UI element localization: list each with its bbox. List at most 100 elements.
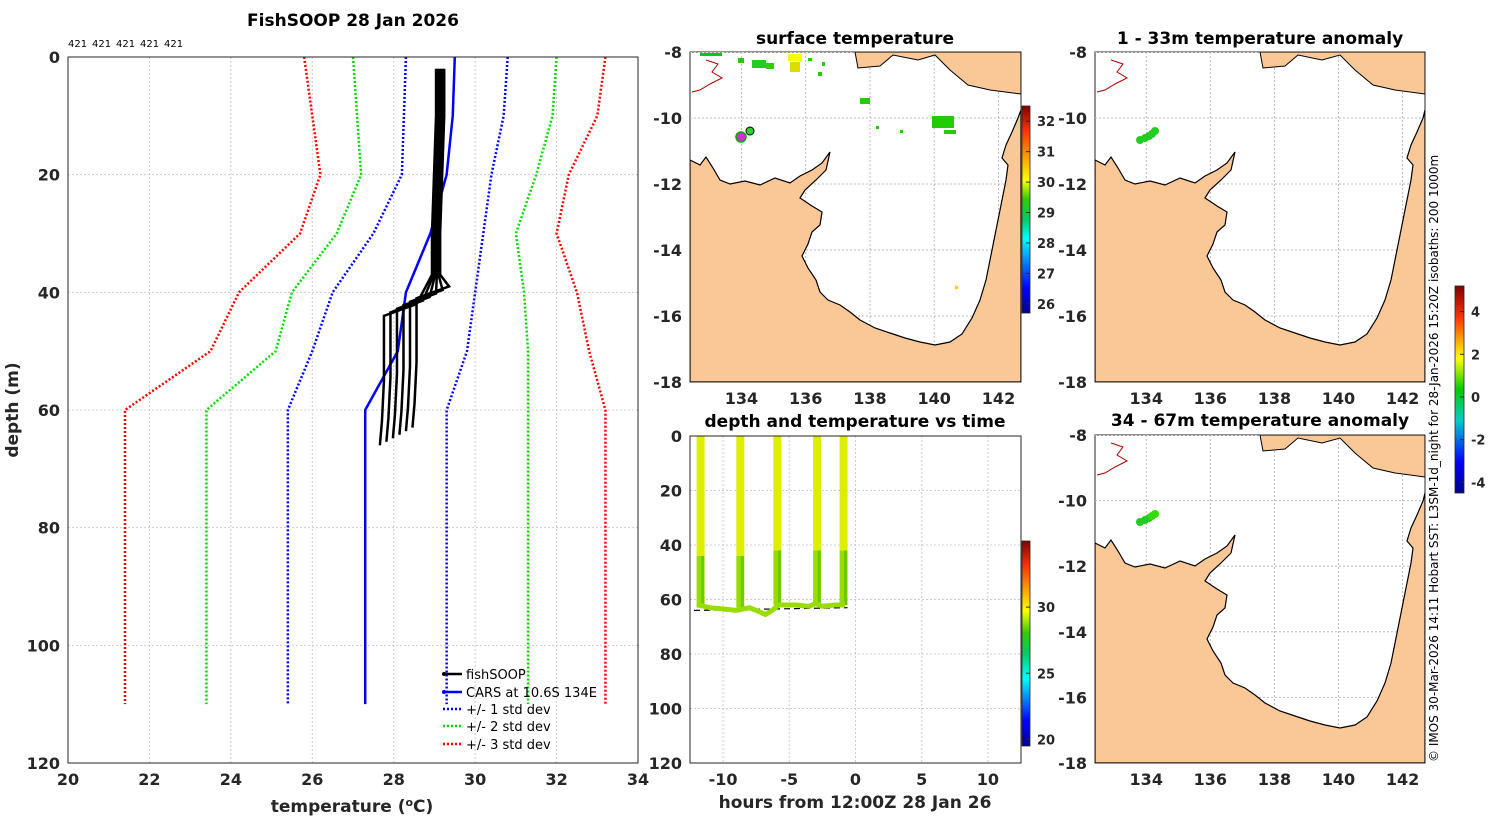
timeplot-colorbar: 30 25 20 [1021,540,1055,748]
legend-fishsoop: fishSOOP [466,668,526,683]
map-lon-label: 136 [789,389,822,408]
time-colorbar-label: 25 [1037,667,1055,682]
std-dev-line [514,56,558,705]
std-dev-line [555,56,607,705]
time-xtick-label: 10 [977,770,999,789]
drop-id-2: 421 [92,39,111,50]
std-dev-line [205,56,363,705]
fishsoop-profile-line [391,68,441,439]
anom1-title: 1 - 33m temperature anomaly [1117,29,1403,49]
map-lon-label: 140 [918,389,951,408]
surface-temperature-map: surface temperature [653,29,1055,408]
time-colorbar-label: 20 [1037,733,1055,748]
time-ytick-label: 120 [649,754,682,773]
drop-id-5: 421 [164,39,183,50]
legend-3std: +/- 3 std dev [466,738,551,753]
map-lon-label: 134 [1130,389,1163,408]
anom2-australia-land [1095,492,1425,763]
sst-pixels [700,53,958,289]
sst-colorbar-label: 32 [1037,115,1055,130]
legend-1std: +/- 1 std dev [466,703,551,718]
map-lat-label: -8 [664,43,682,62]
profile-ticks: 20 22 24 26 28 30 32 34 0 20 40 60 80 100 120 [27,48,650,789]
anom1-red-isobath [1096,59,1129,93]
profile-xtick-label: 26 [301,770,323,789]
profile-title: FishSOOP 28 Jan 2026 [247,11,459,31]
map-lon-label: 140 [1322,389,1355,408]
profile-ylabel: depth (m) [3,362,23,457]
anom1-australia-land [1095,109,1425,382]
anomaly-colorbar: 4 2 0 -2 -4 [1454,285,1485,494]
map-lon-label: 136 [1194,389,1227,408]
map-lon-label: 138 [1258,389,1291,408]
anomaly-map-2: 34 - 67m temperature anomaly 134 136 138 14… [1058,411,1426,789]
anom2-map-ticks: 134 136 138 140 142 -8 -10 -12 -14 -16 -18 [1058,426,1419,789]
time-ytick-label: 80 [660,645,682,664]
map-lon-label: 138 [1258,770,1291,789]
profile-series [123,56,607,705]
profile-plot: FishSOOP 28 Jan 2026 421 421 421 421 421… [3,11,649,817]
map-lat-label: -14 [653,241,682,260]
profile-xtick-label: 32 [545,770,567,789]
time-xtick-label: -5 [780,770,798,789]
profile-xtick-label: 34 [627,770,649,789]
anom-colorbar-label: -4 [1471,476,1485,491]
anom-colorbar-label: -2 [1471,434,1485,449]
timeplot-grid [690,436,1021,763]
drop-id-1: 421 [68,39,87,50]
bottom-track [697,600,845,618]
std-dev-line [445,56,509,705]
map-lat-label: -12 [1058,557,1087,576]
fishsoop-position-marker [735,131,747,143]
map-lon-label: 136 [1194,770,1227,789]
fishsoop-profile-line [411,68,452,428]
time-ytick-label: 20 [660,482,682,501]
legend-cars: CARS at 10.6S 134E [466,686,597,701]
anom2-red-isobath [1096,442,1129,476]
profile-ytick-label: 120 [27,754,60,773]
sst-colorbar-label: 28 [1037,237,1055,252]
anom2-cast-markers [1136,510,1159,526]
profile-ytick-label: 20 [38,166,60,185]
surface-map-ticks: 134 136 138 140 142 -8 -10 -12 -14 -16 -18 [653,43,1015,408]
australia-land [690,109,1021,382]
profile-ytick-label: 60 [38,401,60,420]
time-xtick-label: -10 [709,770,738,789]
profile-ytick-label: 100 [27,636,60,655]
sst-colorbar-label: 31 [1037,146,1055,161]
profile-xtick-label: 28 [383,770,405,789]
timeplot-axes-box [689,435,1022,764]
time-ytick-label: 0 [671,427,682,446]
map-lon-label: 142 [982,389,1015,408]
legend-2std: +/- 2 std dev [466,720,551,735]
sst-colorbar-label: 30 [1037,176,1055,191]
anom1-map-ticks: 134 136 138 140 142 -8 -10 -12 -14 -16 -18 [1058,43,1419,408]
fishsoop-start-marker [745,126,755,136]
map-lat-label: -10 [653,109,682,128]
profile-ytick-label: 80 [38,519,60,538]
timeplot-series [693,436,848,618]
map-lat-label: -10 [1058,492,1087,511]
anom2-title: 34 - 67m temperature anomaly [1111,411,1409,431]
profile-grid [68,57,638,763]
timeplot-xlabel: hours from 12:00Z 28 Jan 26 [719,793,992,813]
profile-ytick-label: 40 [38,283,60,302]
profile-legend: fishSOOP CARS at 10.6S 134E +/- 1 std de… [442,668,597,753]
depth-time-plot: depth and temperature vs time -10 -5 0 5 100… [649,412,1056,813]
time-ytick-label: 60 [660,591,682,610]
map-lat-label: -16 [1058,688,1087,707]
profile-xlabel: temperature (oC) [271,796,434,818]
anom-colorbar-label: 0 [1471,391,1480,406]
surface-title: surface temperature [756,29,954,49]
map-lon-label: 142 [1386,389,1419,408]
std-dev-line [123,56,322,705]
map-lat-label: -18 [1058,373,1087,392]
profile-xtick-label: 22 [138,770,160,789]
northern-land [854,52,1021,95]
anom2-northern-land [1259,435,1425,478]
fishsoop-profile-line [404,68,445,432]
map-lat-label: -12 [653,175,682,194]
map-lat-label: -8 [1069,426,1087,445]
profile-axes-box [67,56,639,764]
